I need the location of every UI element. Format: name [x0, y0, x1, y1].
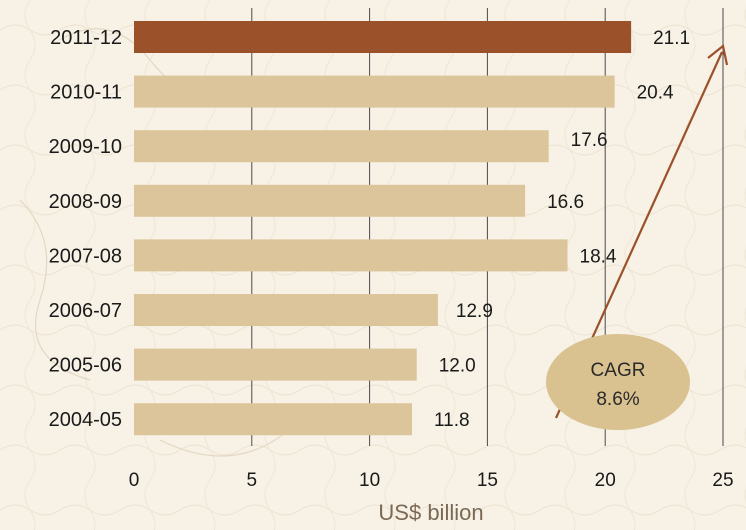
bar-2005-06	[134, 348, 417, 381]
x-tick-label: 25	[712, 470, 733, 491]
category-label: 2005-06	[49, 355, 122, 377]
category-label: 2010-11	[50, 82, 122, 104]
x-tick-label: 15	[477, 470, 498, 491]
x-tick-label: 5	[247, 470, 258, 491]
bar-2011-12	[134, 21, 632, 53]
value-label: 20.4	[637, 83, 674, 104]
category-label: 2008-09	[49, 191, 122, 213]
x-tick-label: 0	[129, 470, 140, 491]
x-tick-label: 20	[595, 470, 616, 491]
bar-2006-07	[134, 294, 438, 326]
category-label: 2011-12	[50, 27, 122, 49]
category-label: 2007-08	[49, 245, 122, 267]
bars	[134, 21, 632, 436]
bar-2008-09	[134, 184, 526, 217]
cagr-label: CAGR	[591, 360, 646, 381]
x-tick-label: 10	[359, 470, 380, 491]
category-label: 2006-07	[49, 300, 122, 322]
category-label: 2009-10	[49, 136, 122, 158]
category-label: 2004-05	[49, 409, 122, 431]
value-label: 12.9	[456, 301, 493, 322]
value-label: 16.6	[547, 192, 584, 213]
x-tick-labels: 0 5 10 15 20 25	[129, 470, 734, 491]
value-label: 18.4	[580, 246, 617, 267]
category-labels: 2011-12 2010-11 2009-10 2008-09 2007-08 2006-…	[49, 27, 122, 431]
bar-2009-10	[134, 130, 549, 163]
x-axis-title: US$ billion	[378, 500, 483, 525]
value-label: 21.1	[653, 28, 690, 49]
cagr-ellipse	[546, 334, 690, 430]
cagr-value: 8.6%	[596, 389, 639, 410]
bar-2007-08	[134, 239, 568, 272]
value-labels: 21.1 20.4 17.6 16.6 18.4 12.9 12.0 11.8	[434, 28, 690, 431]
bar-2010-11	[134, 75, 615, 108]
bar-2004-05	[134, 403, 413, 436]
arrow-head-icon	[707, 44, 729, 66]
value-label: 11.8	[434, 410, 470, 431]
value-label: 17.6	[571, 130, 608, 151]
cagr-annotation: CAGR 8.6%	[546, 44, 729, 430]
value-label: 12.0	[439, 356, 476, 377]
